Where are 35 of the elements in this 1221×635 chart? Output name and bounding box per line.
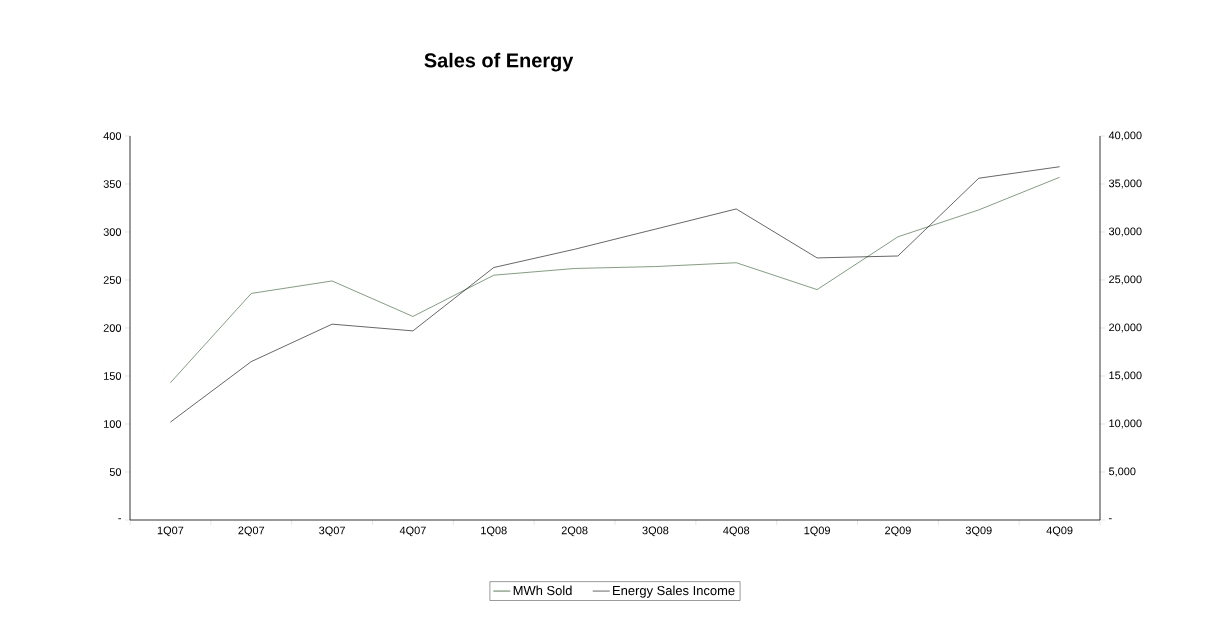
x-tick-label: 3Q08 [642, 526, 669, 537]
x-tick-label: 2Q09 [885, 526, 911, 537]
y2-tick-label: 25,000 [1109, 275, 1142, 285]
y2-tick-label: 10,000 [1109, 419, 1142, 429]
line-series [170, 176, 1060, 384]
legend-label: Energy Sales Income [613, 585, 735, 598]
y-tick-label: 200 [103, 324, 122, 332]
y-tick-label: 350 [103, 180, 122, 188]
y2-tick-label: 5,000 [1108, 467, 1136, 477]
x-tick-label: 4Q09 [1046, 526, 1073, 537]
x-tick-label: 4Q08 [723, 526, 750, 537]
x-tick-label: 2Q07 [238, 526, 265, 537]
y2-tick-label: 35,000 [1108, 179, 1142, 189]
y2-tick-label: 20,000 [1109, 323, 1142, 333]
x-tick-label: 3Q09 [965, 526, 992, 537]
legend-label: MWh Sold [513, 585, 572, 596]
x-tick-label: 3Q07 [319, 526, 345, 537]
x-tick-label: 2Q08 [561, 526, 588, 537]
y-tick-label: 250 [103, 276, 122, 284]
y-tick-label: 400 [103, 132, 122, 140]
line-series [170, 166, 1060, 423]
y-tick-label: 300 [103, 228, 122, 236]
chart-title: Sales of Energy [424, 52, 574, 72]
x-tick-label: 4Q07 [399, 526, 426, 537]
y2-tick-label: 40,000 [1108, 131, 1142, 141]
y-tick-label: - [118, 518, 121, 520]
x-tick-label: 1Q08 [481, 526, 507, 537]
y-tick-label: 100 [104, 420, 122, 428]
y2-tick-label: - [1109, 518, 1112, 520]
y2-tick-label: 15,000 [1109, 371, 1142, 381]
y-tick-label: 150 [104, 372, 122, 380]
x-tick-label: 1Q07 [157, 526, 184, 537]
y2-tick-label: 30,000 [1108, 227, 1142, 237]
x-tick-label: 1Q09 [804, 526, 830, 537]
y-tick-label: 50 [109, 468, 122, 476]
